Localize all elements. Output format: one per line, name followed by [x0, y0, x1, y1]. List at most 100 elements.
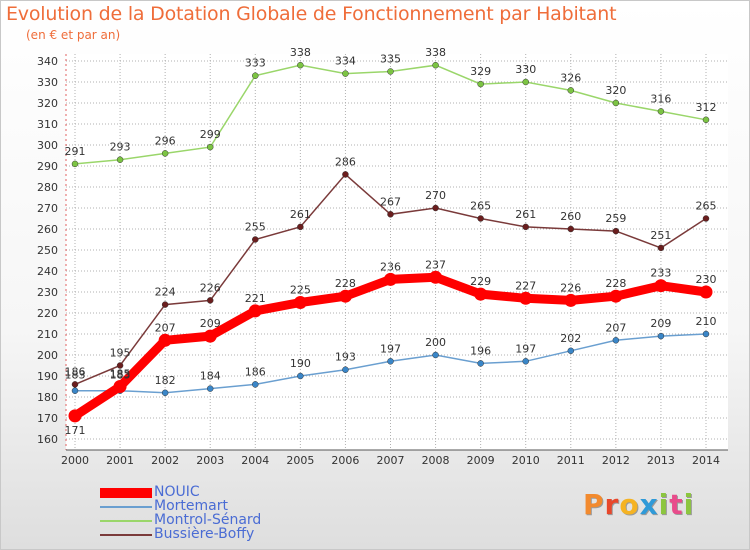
data-label-bussiere-boffy: 255 — [245, 221, 266, 234]
legend-item-nouic[interactable]: NOUIC — [100, 484, 320, 500]
x-tick-label: 2010 — [512, 454, 540, 467]
data-point-bussiere-boffy — [387, 211, 394, 218]
data-point-nouic — [113, 380, 127, 393]
data-point-bussiere-boffy — [71, 381, 79, 388]
proxiti-logo: Proxiti — [583, 488, 694, 521]
data-label-nouic: 228 — [335, 277, 356, 290]
data-label-mortemart: 210 — [696, 315, 717, 328]
y-tick-label: 230 — [37, 286, 58, 299]
data-label-bussiere-boffy: 267 — [380, 195, 401, 208]
data-label-bussiere-boffy: 260 — [560, 210, 581, 223]
y-tick-label: 260 — [37, 223, 58, 236]
legend-item-mortemart[interactable]: Mortemart — [100, 498, 320, 514]
data-point-bussiere-boffy — [252, 236, 259, 243]
legend-label-mortemart: Mortemart — [154, 498, 228, 514]
x-tick-label: 2011 — [557, 454, 585, 467]
data-point-mortemart — [161, 389, 169, 397]
data-point-mortemart — [342, 366, 349, 373]
data-label-mortemart: 183 — [65, 369, 86, 382]
data-label-montrol-senard: 312 — [696, 101, 717, 114]
y-tick-label: 250 — [37, 244, 58, 257]
data-point-montrol-senard — [657, 108, 665, 115]
x-tick-label: 2004 — [241, 454, 269, 467]
data-point-montrol-senard — [297, 61, 304, 69]
data-point-montrol-senard — [342, 70, 349, 77]
data-point-bussiere-boffy — [342, 171, 349, 178]
data-point-montrol-senard — [477, 80, 484, 88]
data-label-montrol-senard: 338 — [290, 46, 311, 59]
data-label-montrol-senard: 320 — [605, 84, 626, 97]
data-point-bussiere-boffy — [477, 215, 484, 222]
x-tick-label: 2007 — [377, 454, 405, 467]
chart-subtitle: (en € et par an) — [26, 28, 121, 42]
data-label-bussiere-boffy: 251 — [650, 229, 671, 242]
data-label-bussiere-boffy: 286 — [335, 155, 356, 168]
data-label-bussiere-boffy: 261 — [515, 208, 536, 221]
y-tick-label: 310 — [37, 118, 58, 131]
y-tick-label: 270 — [37, 202, 58, 215]
data-label-mortemart: 196 — [470, 344, 491, 357]
data-point-nouic — [564, 293, 578, 307]
data-point-nouic — [429, 270, 443, 284]
y-tick-label: 210 — [37, 328, 58, 341]
data-label-mortemart: 209 — [650, 317, 671, 330]
data-point-bussiere-boffy — [612, 227, 620, 235]
x-tick-label: 2009 — [467, 454, 495, 467]
y-tick-label: 280 — [37, 181, 58, 194]
x-tick-label: 2001 — [106, 454, 134, 467]
data-label-montrol-senard: 334 — [335, 55, 356, 68]
y-tick-label: 170 — [37, 412, 58, 425]
data-point-bussiere-boffy — [297, 223, 304, 231]
data-point-bussiere-boffy — [567, 225, 575, 233]
data-label-nouic: 221 — [245, 292, 266, 305]
data-label-mortemart: 200 — [425, 336, 446, 349]
data-label-nouic: 236 — [380, 260, 401, 273]
data-label-mortemart: 183 — [110, 369, 131, 382]
legend-item-montrol-senard[interactable]: Montrol-Sénard — [100, 512, 320, 528]
data-point-montrol-senard — [567, 87, 575, 94]
data-label-mortemart: 186 — [245, 365, 266, 378]
data-point-mortemart — [297, 372, 304, 380]
y-tick-label: 330 — [37, 76, 58, 89]
y-tick-label: 290 — [37, 160, 58, 173]
data-point-mortemart — [702, 330, 710, 338]
data-point-mortemart — [477, 360, 484, 367]
y-tick-label: 300 — [37, 139, 58, 152]
legend-item-bussiere-boffy[interactable]: Bussière-Boffy — [100, 526, 320, 542]
data-label-bussiere-boffy: 270 — [425, 189, 446, 202]
x-tick-label: 2000 — [61, 454, 89, 467]
data-point-bussiere-boffy — [657, 244, 665, 252]
logo-letter: x — [639, 488, 659, 521]
legend-label-nouic: NOUIC — [154, 484, 200, 500]
data-label-bussiere-boffy: 265 — [470, 200, 491, 213]
logo-letter: i — [683, 488, 695, 521]
data-point-bussiere-boffy — [206, 297, 214, 304]
data-label-montrol-senard: 330 — [515, 63, 536, 76]
logo-letter: r — [604, 488, 620, 521]
data-point-montrol-senard — [161, 150, 169, 157]
data-label-bussiere-boffy: 261 — [290, 208, 311, 221]
x-tick-label: 2013 — [647, 454, 675, 467]
data-point-bussiere-boffy — [522, 223, 529, 231]
data-point-nouic — [203, 329, 217, 343]
chart-legend: NOUIC Mortemart Montrol-Sénard Bussière-… — [100, 484, 320, 542]
data-point-montrol-senard — [116, 156, 124, 163]
x-tick-label: 2006 — [331, 454, 359, 467]
data-point-nouic — [519, 291, 533, 305]
y-tick-label: 190 — [37, 370, 58, 383]
data-point-mortemart — [432, 351, 439, 359]
data-point-bussiere-boffy — [432, 204, 439, 212]
logo-letter: t — [669, 488, 684, 521]
legend-label-montrol-senard: Montrol-Sénard — [154, 512, 262, 528]
data-label-mortemart: 182 — [155, 374, 176, 387]
data-label-montrol-senard: 316 — [650, 92, 671, 105]
data-point-nouic — [338, 289, 352, 303]
data-label-montrol-senard: 335 — [380, 53, 401, 66]
data-point-mortemart — [522, 358, 529, 365]
data-point-montrol-senard — [387, 68, 394, 75]
data-label-nouic: 230 — [696, 273, 717, 286]
data-label-nouic: 225 — [290, 284, 311, 297]
legend-swatch-montrol-senard — [100, 520, 152, 522]
x-tick-label: 2005 — [286, 454, 314, 467]
